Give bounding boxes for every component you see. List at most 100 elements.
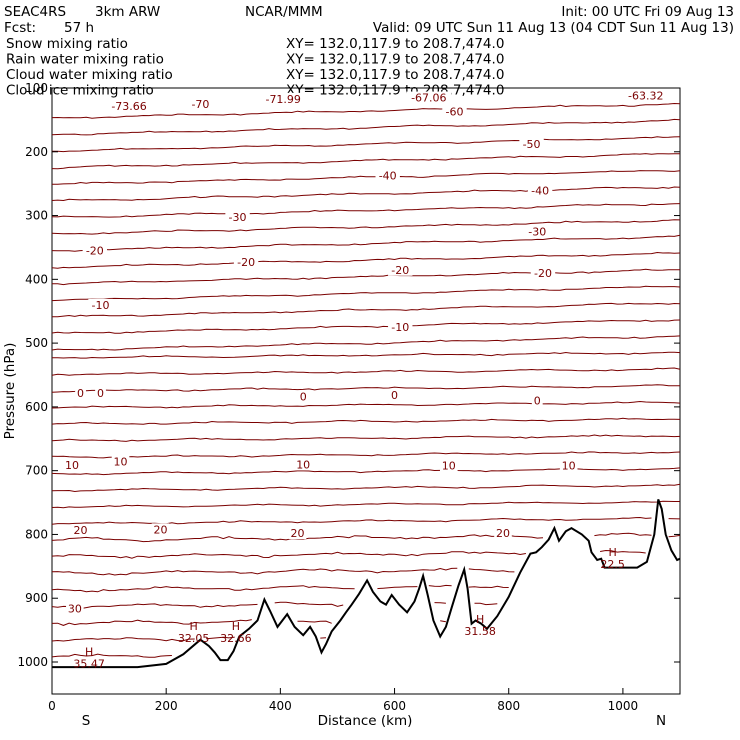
isotherm-label: 10 <box>65 459 79 472</box>
isotherm-label: -20 <box>237 256 255 269</box>
isotherm-line <box>51 302 681 318</box>
isotherm-line <box>52 551 680 559</box>
legend-entry-2: Cloud water mixing ratio <box>6 67 173 83</box>
y-tick-label: 400 <box>25 272 48 286</box>
x-tick-label: 800 <box>497 699 520 713</box>
isotherm-label: -63.32 <box>628 90 663 103</box>
isotherm-line <box>52 170 681 185</box>
x-tick-label: 0 <box>48 699 56 713</box>
isotherm-line <box>51 417 681 425</box>
isotherm-line <box>51 367 681 376</box>
high-marker-value: 32.05 <box>178 632 210 645</box>
isotherm-label-bg <box>82 244 108 257</box>
isotherm-label: 20 <box>290 527 304 540</box>
isotherm-label: 0 <box>77 387 84 400</box>
legend-xy-2: XY= 132.0,117.9 to 208.7,474.0 <box>286 67 504 83</box>
isotherm-label-bg <box>442 105 467 118</box>
isotherm-label-bg <box>623 89 669 102</box>
isotherm-label: -20 <box>534 267 552 280</box>
valid-time: Valid: 09 UTC Sun 11 Aug 13 (04 CDT Sun … <box>373 20 734 36</box>
isotherm-label: -20 <box>391 264 409 277</box>
isotherm-label-bg <box>388 321 413 334</box>
high-marker-label: H <box>189 620 197 633</box>
isotherm-line <box>51 251 681 269</box>
x-tick-label: 400 <box>269 699 292 713</box>
isotherm-label-bg <box>519 138 544 151</box>
legend-entry-3: Cloud ice mixing ratio <box>6 83 154 99</box>
fcst-label: Fcst: <box>4 20 36 36</box>
isotherm-label: 20 <box>153 523 167 536</box>
isotherm-label-bg <box>106 99 152 112</box>
isotherm-label-bg <box>95 386 106 399</box>
isotherm-line <box>51 219 681 235</box>
high-marker-label: H <box>608 546 616 559</box>
isotherm-label-bg <box>527 184 553 197</box>
isotherm-label-bg <box>388 263 413 276</box>
south-label: S <box>82 713 91 729</box>
high-marker-value: 31.58 <box>464 625 496 638</box>
terrain-line <box>52 499 681 669</box>
isotherm-label: -50 <box>523 138 541 151</box>
isotherm-label: 10 <box>442 460 456 473</box>
isotherm-label-bg <box>188 97 213 110</box>
legend-xy-3: XY= 132.0,117.9 to 208.7,474.0 <box>286 83 504 99</box>
isotherm-label-bg <box>111 455 130 468</box>
isotherm-label: -40 <box>531 185 549 198</box>
isotherm-line <box>51 234 681 252</box>
isotherm-label: -71.99 <box>265 93 300 106</box>
x-axis: 0 200 400 600 800 1000 <box>48 688 638 713</box>
high-marker-value: 32.66 <box>220 632 252 645</box>
isotherm-label-bg <box>297 390 309 403</box>
isotherm-line <box>51 153 680 170</box>
isotherm-labels: -73.66 -70 -71.99 -67.06 -63.32 -60 -50 -40 -40 -… <box>63 89 669 615</box>
isotherm-label-bg <box>559 459 578 472</box>
init-time: Init: 00 UTC Fri 09 Aug 13 <box>561 4 734 20</box>
y-axis-label: Pressure (hPa) <box>2 343 18 440</box>
isotherm-label: -70 <box>191 98 209 111</box>
legend-entry-0: Snow mixing ratio <box>6 36 128 52</box>
isotherm-line <box>51 400 681 409</box>
y-tick-label: 200 <box>25 145 48 159</box>
isotherm-label-bg <box>530 266 556 279</box>
isotherm-line <box>51 467 681 476</box>
x-tick-label: 200 <box>155 699 178 713</box>
isotherm-label-bg <box>294 458 312 471</box>
isotherm-label-bg <box>389 388 400 401</box>
isotherm-line <box>51 268 681 286</box>
isotherm-label: 20 <box>496 527 510 540</box>
legend-xy-1: XY= 132.0,117.9 to 208.7,474.0 <box>286 52 504 68</box>
isotherm-label: -30 <box>528 226 546 239</box>
isotherm-label: -20 <box>86 245 104 258</box>
isotherm-line <box>51 601 498 610</box>
legend: Snow mixing ratio XY= 132.0,117.9 to 208.… <box>6 36 504 99</box>
isotherm-label: 10 <box>296 458 310 471</box>
y-tick-label: 100 <box>25 81 48 95</box>
isotherm-label: 0 <box>534 395 541 408</box>
isotherm-line <box>51 203 681 218</box>
isotherm-label: -67.06 <box>411 92 446 105</box>
isotherm-line <box>51 285 681 302</box>
isotherm-label-bg <box>406 91 452 104</box>
isotherm-line <box>51 118 681 136</box>
isotherm-label-bg <box>260 92 306 105</box>
isotherm-label: 30 <box>68 602 82 615</box>
plot-frame <box>51 87 681 695</box>
isotherm-label-bg <box>71 523 90 536</box>
fcst-value: 57 h <box>64 20 94 36</box>
isotherm-line <box>51 384 681 393</box>
isotherm-line <box>51 636 327 642</box>
isotherm-label-bg <box>66 602 84 615</box>
legend-xy-0: XY= 132.0,117.9 to 208.7,474.0 <box>286 36 504 52</box>
y-tick-label: 900 <box>25 591 48 605</box>
isotherm-line <box>51 351 681 359</box>
isotherm-label: -73.66 <box>111 100 146 113</box>
legend-entry-1: Rain water mixing ratio <box>6 52 164 68</box>
y-tick-label: 800 <box>25 527 48 541</box>
north-label: N <box>656 713 666 729</box>
isotherm-label-bg <box>88 298 113 311</box>
isotherm-label-bg <box>525 225 550 238</box>
isotherm-label-bg <box>63 458 81 471</box>
isotherm-line <box>51 483 681 493</box>
